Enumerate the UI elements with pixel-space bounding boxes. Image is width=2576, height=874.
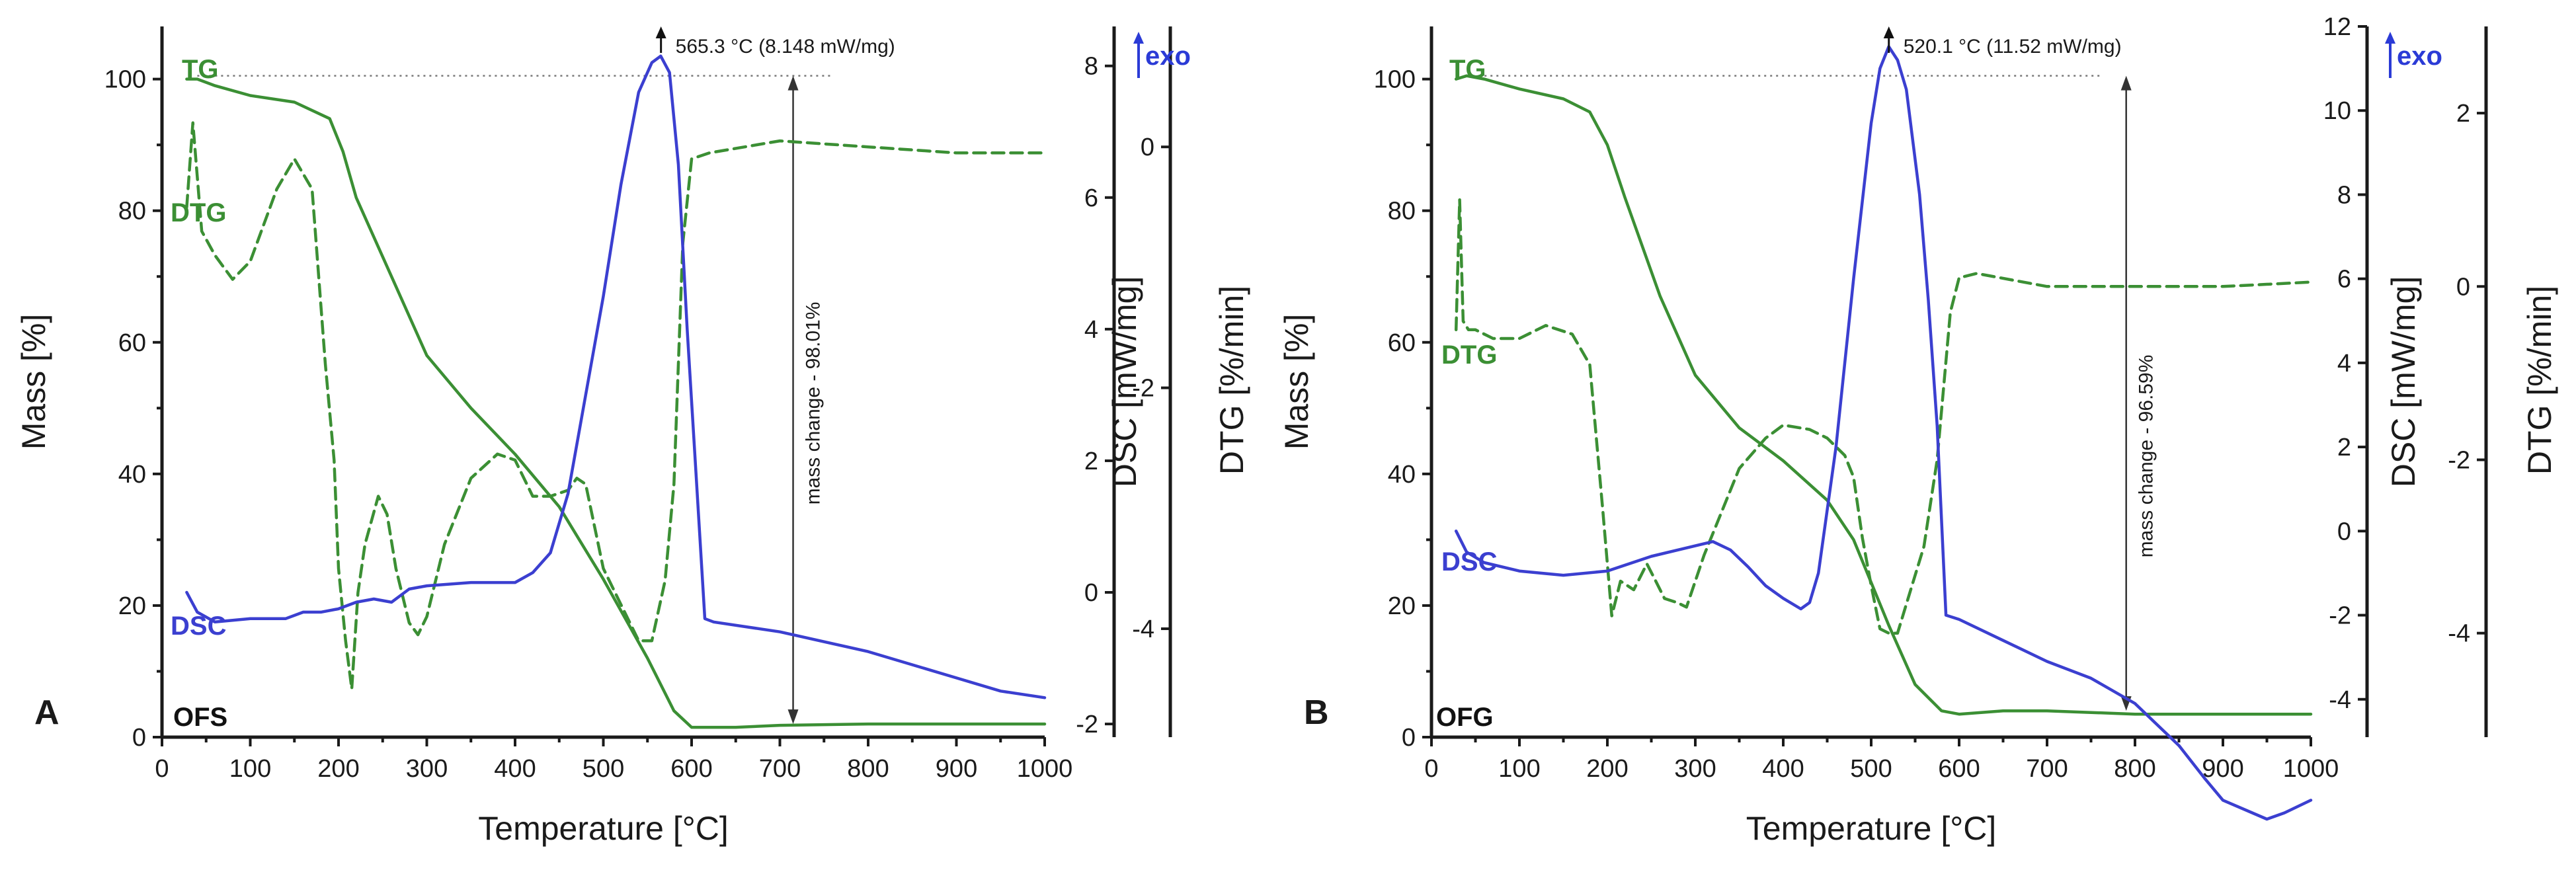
dsc-tick-label: 4: [2337, 350, 2351, 377]
x-tick-label: 1000: [2283, 755, 2339, 783]
mass-tick-label: 40: [118, 461, 146, 489]
dtg-tick-label: 2: [2456, 100, 2470, 128]
dsc-tick-label: 6: [1084, 184, 1098, 212]
x-tick-label: 900: [936, 755, 977, 783]
x-tick-label: 500: [583, 755, 624, 783]
mass-tick-label: 20: [1388, 592, 1416, 620]
mass-tick-label: 100: [104, 66, 146, 94]
series-line-dtg: [185, 121, 1047, 691]
dsc-tick-label: 10: [2323, 97, 2351, 125]
dtg-tick-label: -4: [1132, 616, 1154, 643]
x-tick-label: 200: [317, 755, 359, 783]
mass-tick-label: 0: [132, 724, 146, 752]
mass-change-arrowhead-top: [787, 75, 799, 91]
dtg-tick-label: -2: [1132, 375, 1154, 403]
x-axis-title: Temperature [°C]: [1746, 810, 1996, 847]
dsc-tick-label: 2: [2337, 434, 2351, 461]
dsc-tick-label: 8: [1084, 53, 1098, 81]
dsc-label: DSC: [171, 612, 226, 641]
mass-tick-label: 0: [1402, 724, 1416, 752]
dsc-tick-label: 4: [1084, 316, 1098, 344]
exo-label: exo: [1145, 42, 1191, 71]
sample-label: OFG: [1436, 703, 1494, 732]
x-tick-label: 300: [406, 755, 448, 783]
dtg-tick-label: -2: [2448, 446, 2470, 474]
x-tick-label: 800: [847, 755, 889, 783]
mass-tick-label: 40: [1388, 461, 1416, 489]
x-tick-label: 100: [229, 755, 271, 783]
dsc-tick-label: 0: [2337, 518, 2351, 545]
dsc-label: DSC: [1441, 547, 1497, 576]
dsc-tick-label: 6: [2337, 266, 2351, 294]
dtg-tick-label: 0: [1141, 134, 1154, 161]
exo-arrowhead: [2385, 32, 2395, 44]
dsc-tick-label: -2: [1076, 711, 1098, 738]
peak-annotation-label: 520.1 °C (11.52 mW/mg): [1904, 36, 2122, 58]
x-tick-label: 900: [2202, 755, 2243, 783]
mass-axis-title: Mass [%]: [15, 314, 52, 450]
x-tick-label: 500: [1850, 755, 1892, 783]
chart-panel-b: 0 100 200 300 400 500 600 700 800 900 1000Temperat…: [1278, 13, 2558, 847]
panel-letter: A: [34, 694, 60, 732]
dsc-tick-label: 0: [1084, 579, 1098, 607]
x-tick-label: 400: [1762, 755, 1804, 783]
exo-arrowhead: [1133, 32, 1144, 44]
mass-tick-label: 60: [1388, 329, 1416, 357]
dtg-label: DTG: [171, 198, 226, 227]
x-tick-label: 1000: [1017, 755, 1073, 783]
mass-tick-label: 60: [118, 329, 146, 357]
mass-change-label: mass change - 98.01%: [803, 302, 825, 505]
sample-label: OFS: [173, 703, 227, 732]
peak-arrowhead: [655, 26, 666, 38]
chart-panel-a: 0 100 200 300 400 500 600 700 800 900 1000Temperat…: [15, 26, 1250, 847]
dtg-tick-label: 0: [2456, 273, 2470, 301]
series-line-tg: [185, 77, 1047, 729]
peak-annotation-label: 565.3 °C (8.148 mW/mg): [676, 36, 895, 58]
mass-axis-title: Mass [%]: [1278, 314, 1315, 450]
x-axis-title: Temperature [°C]: [478, 810, 728, 847]
x-tick-label: 600: [1938, 755, 1980, 783]
panel-letter: B: [1304, 694, 1329, 732]
tg-label: TG: [182, 55, 219, 84]
series-line-dsc: [1454, 45, 2313, 821]
mass-tick-label: 80: [1388, 198, 1416, 225]
peak-arrowhead: [1883, 26, 1894, 38]
x-tick-label: 600: [670, 755, 712, 783]
dtg-axis-title: DTG [%/min]: [1213, 286, 1250, 475]
x-tick-label: 700: [2026, 755, 2068, 783]
mass-tick-label: 80: [118, 198, 146, 225]
dsc-tick-label: 2: [1084, 448, 1098, 475]
exo-label: exo: [2397, 42, 2442, 71]
x-tick-label: 0: [1424, 755, 1438, 783]
series-line-dsc: [185, 54, 1047, 699]
dsc-tick-label: -4: [2329, 686, 2351, 714]
mass-change-arrowhead-top: [2120, 75, 2132, 91]
x-tick-label: 200: [1586, 755, 1628, 783]
dsc-tick-label: 12: [2323, 13, 2351, 41]
mass-tick-label: 20: [118, 592, 146, 620]
x-tick-label: 300: [1674, 755, 1716, 783]
dtg-label: DTG: [1441, 340, 1497, 370]
mass-change-label: mass change - 96.59%: [2136, 355, 2157, 558]
tg-label: TG: [1449, 55, 1486, 84]
dtg-tick-label: -4: [2448, 620, 2470, 648]
dsc-axis-title: DSC [mW/mg]: [1106, 276, 1143, 487]
mass-tick-label: 100: [1374, 66, 1416, 94]
x-tick-label: 400: [494, 755, 536, 783]
mass-change-arrowhead-bottom: [787, 709, 799, 725]
series-line-tg: [1454, 74, 2313, 716]
dsc-tick-label: -2: [2329, 602, 2351, 630]
dsc-axis-title: DSC [mW/mg]: [2385, 276, 2422, 487]
dsc-tick-label: 8: [2337, 181, 2351, 209]
x-tick-label: 700: [759, 755, 801, 783]
dtg-axis-title: DTG [%/min]: [2521, 286, 2558, 475]
x-tick-label: 0: [155, 755, 169, 783]
x-tick-label: 100: [1498, 755, 1540, 783]
x-tick-label: 800: [2114, 755, 2155, 783]
series-line-dtg: [1454, 198, 2313, 635]
